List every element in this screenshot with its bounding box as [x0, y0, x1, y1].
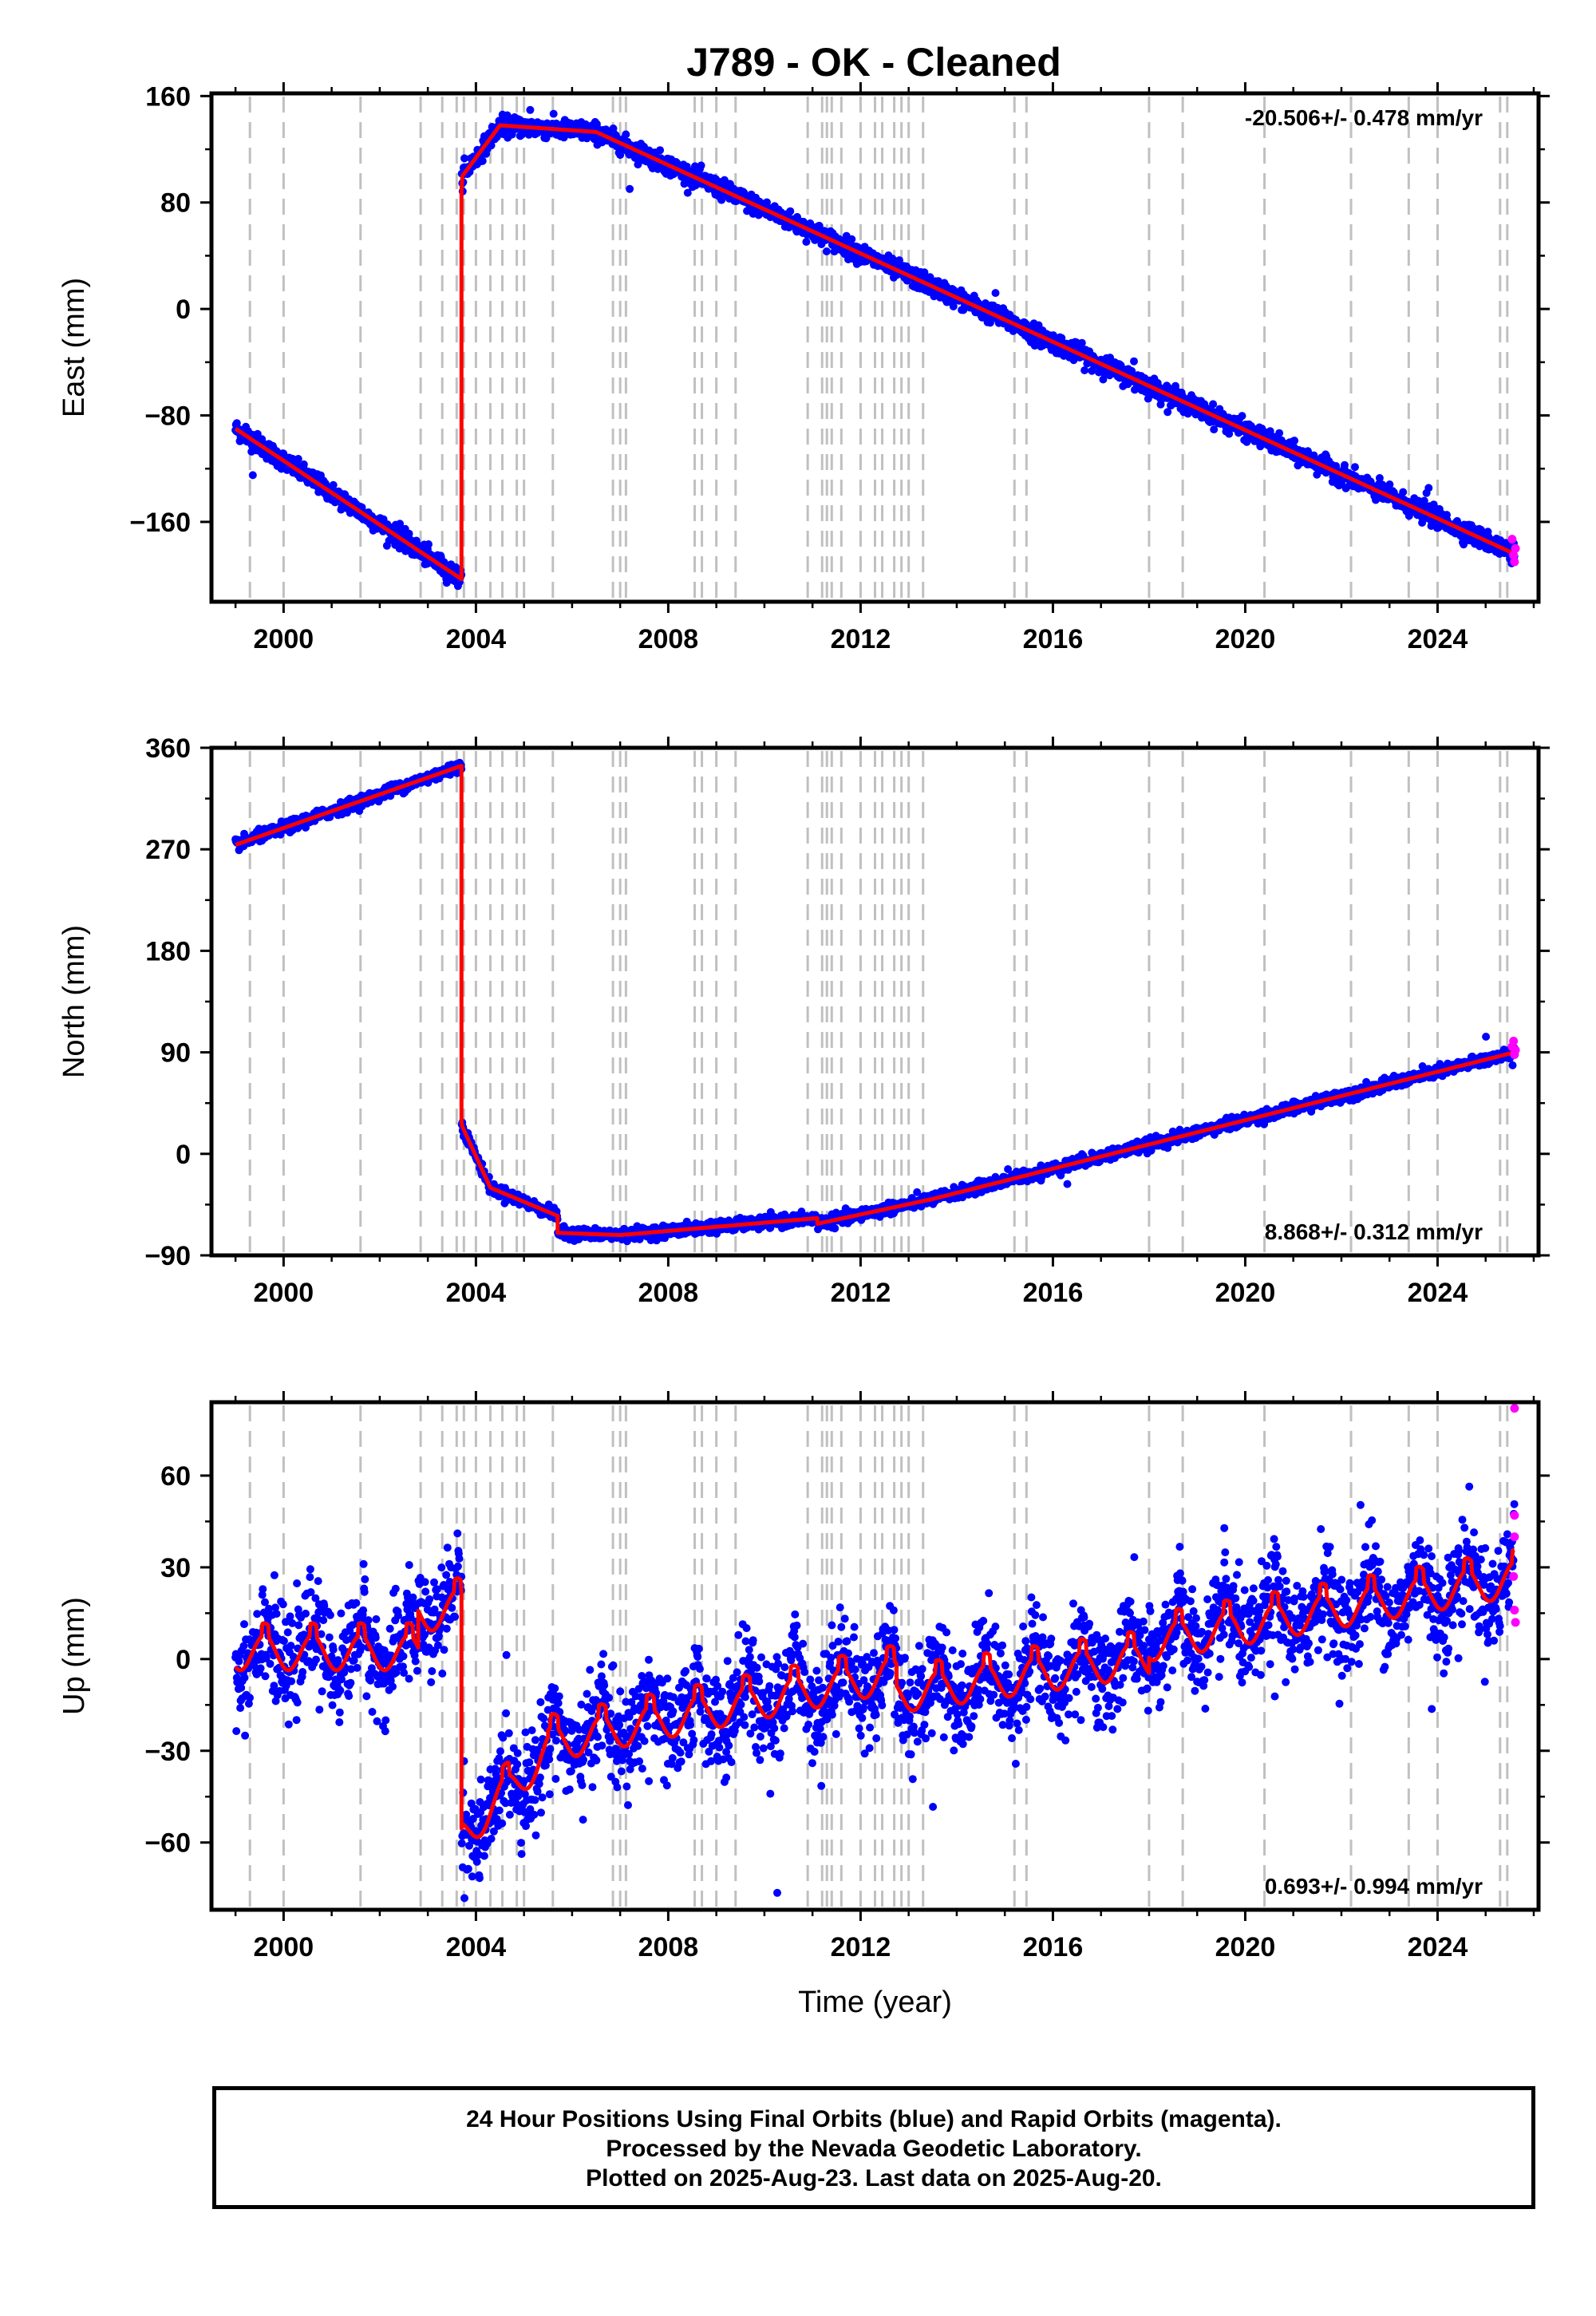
data-point: [1080, 366, 1089, 374]
x-tick-label: 2024: [1408, 624, 1468, 654]
event-lines: [248, 97, 1509, 599]
x-tick-label: 2008: [638, 624, 699, 654]
plot-frame: [209, 91, 1541, 604]
data-point: [1088, 366, 1096, 375]
y-tick-label: 0: [176, 294, 191, 325]
outlier-point: [978, 313, 986, 322]
x-tick-label: 2004: [446, 624, 507, 654]
data-point: [616, 151, 625, 160]
data-point: [508, 130, 516, 139]
data-point: [1399, 488, 1408, 496]
data-point: [487, 141, 496, 150]
outlier-point: [1424, 484, 1433, 492]
data-point: [1351, 463, 1359, 472]
outlier-point: [626, 184, 634, 193]
data-point: [442, 579, 451, 587]
data-point: [549, 109, 558, 118]
event-lines: [248, 751, 1509, 1252]
rapid-point: [1507, 535, 1517, 544]
data-point: [1099, 375, 1108, 384]
data-point: [1275, 429, 1284, 437]
x-axis: 2000 2004 2008 2012 2016 2020 2024: [234, 82, 1535, 654]
data-point: [763, 198, 771, 207]
data-point: [895, 256, 903, 265]
data-point: [1290, 437, 1299, 445]
y-tick-label: −80: [144, 401, 191, 432]
outlier-point: [1130, 357, 1138, 366]
x-tick-label: 2012: [831, 624, 891, 654]
rapid-point: [1510, 557, 1519, 567]
data-point: [786, 207, 795, 215]
east-panel: 2000 2004 2008 2012 2016 2020 2024 −160 −80 0 80 16…: [57, 81, 1550, 654]
data-point: [1163, 408, 1172, 417]
data-point: [1225, 429, 1234, 438]
data-point: [822, 247, 831, 255]
data-point: [425, 540, 433, 548]
data-point: [478, 156, 487, 165]
data-point: [802, 238, 811, 246]
outlier-point: [991, 289, 1000, 298]
data-point: [683, 188, 692, 197]
rapid-point: [1511, 543, 1520, 553]
data-point: [294, 455, 302, 463]
data-point: [1210, 425, 1219, 434]
y-axis-label: East (mm): [57, 278, 91, 417]
data-point: [622, 130, 630, 139]
data-point: [1238, 412, 1246, 421]
data-point: [920, 268, 929, 277]
outlier-point: [396, 520, 405, 528]
data-point: [1077, 338, 1086, 347]
data-point: [831, 1224, 839, 1233]
outlier-point: [242, 422, 251, 431]
y-tick-label: −160: [129, 508, 191, 538]
outlier-point: [526, 105, 535, 114]
chart-title: J789 - OK - Cleaned: [686, 40, 1061, 85]
x-tick-label: 2016: [1023, 624, 1084, 654]
x-tick-label: 2000: [254, 624, 314, 654]
y-tick-label: 160: [145, 81, 191, 112]
data-point: [329, 480, 338, 489]
north-panel: 2000 2004 2008 2012 2016 2020 2024−90090180270…: [57, 733, 1550, 1308]
data-point: [847, 235, 856, 243]
outlier-point: [248, 471, 257, 480]
data-point: [949, 302, 958, 310]
data-point: [656, 146, 665, 155]
outlier-point: [460, 154, 468, 163]
x-tick-label: 2020: [1215, 624, 1276, 654]
data-point: [1209, 400, 1218, 409]
outlier-point: [433, 551, 442, 560]
data-point: [697, 161, 705, 170]
data-point: [815, 221, 824, 230]
y-tick-label: 80: [160, 188, 191, 219]
velocity-rate-label: -20.506+/- 0.478 mm/yr: [1245, 105, 1483, 130]
data-point: [299, 460, 308, 468]
